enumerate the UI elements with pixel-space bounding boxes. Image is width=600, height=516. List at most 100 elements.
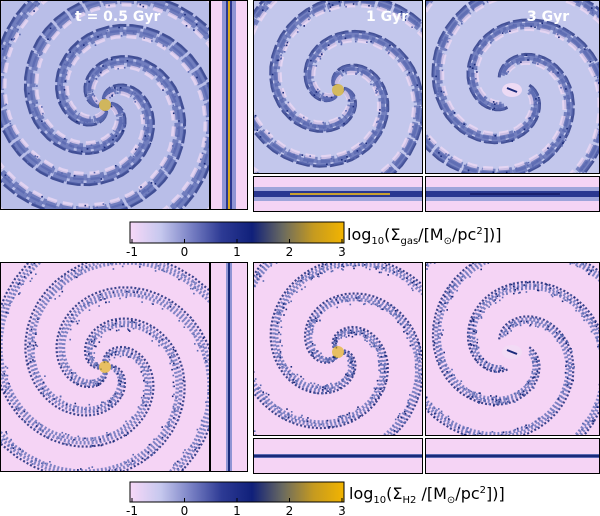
density-speckle [323,10,326,12]
density-speckle [41,429,44,432]
density-speckle [301,288,303,291]
density-speckle [307,273,310,275]
density-speckle [111,352,113,354]
density-speckle [374,388,377,390]
density-speckle [311,277,313,279]
density-speckle [266,8,269,10]
central-bar [506,349,518,355]
density-speckle [288,378,290,380]
density-speckle [497,107,500,109]
density-speckle [314,392,317,394]
density-speckle [193,333,195,336]
density-speckle [472,324,475,327]
density-speckle [519,324,522,327]
density-speckle [121,225,123,227]
density-speckle [422,289,423,292]
density-speckle [44,122,46,125]
density-speckle [327,44,330,46]
density-speckle [546,283,548,286]
density-speckle [35,273,37,275]
density-speckle [174,148,176,150]
density-speckle [250,22,252,24]
density-speckle [115,320,117,322]
density-speckle [532,165,534,167]
density-speckle [445,365,447,367]
density-speckle [559,136,561,138]
density-speckle [470,390,473,393]
density-speckle [349,94,352,96]
density-speckle [378,302,380,304]
density-speckle [9,125,12,127]
density-speckle [98,66,100,69]
density-speckle [330,382,332,385]
density-speckle [110,105,113,108]
spiral-galaxy-faceon [0,0,210,210]
density-speckle [588,159,591,161]
density-speckle [178,390,181,392]
density-speckle [403,331,405,333]
density-speckle [558,36,560,39]
density-speckle [591,420,594,422]
density-speckle [283,257,285,259]
density-speckle [403,411,406,413]
density-speckle [336,297,338,299]
density-speckle [565,88,567,90]
density-speckle [10,450,12,453]
density-speckle [510,283,513,286]
density-speckle [491,431,494,433]
density-speckle [6,367,9,369]
density-speckle [330,96,333,99]
density-speckle [374,303,376,306]
density-speckle [127,356,130,358]
density-speckle [334,343,336,346]
density-speckle [415,23,417,26]
density-speckle [514,290,516,293]
time-label-t1: 1 Gyr [366,9,408,25]
panel-frame [253,0,423,174]
density-speckle [99,293,101,296]
density-speckle [315,91,318,93]
density-speckle [515,167,518,169]
spiral-arm [466,18,600,174]
density-speckle [112,268,115,270]
density-speckle [187,71,190,73]
density-speckle [313,276,315,278]
density-speckle [553,153,555,155]
density-speckle [121,375,123,378]
density-speckle [131,320,133,322]
density-speckle [303,122,305,125]
density-speckle [120,35,123,37]
density-speckle [302,378,305,380]
density-speckle [380,356,383,358]
density-speckle [283,51,286,53]
density-speckle [399,322,402,325]
density-speckle [469,276,471,278]
density-speckle [438,322,440,324]
density-speckle [329,10,331,12]
density-speckle [3,438,6,441]
density-speckle [248,307,250,309]
density-speckle [191,244,193,246]
density-speckle [367,300,369,303]
edgeon-disk-midplane [228,0,230,210]
density-speckle [347,364,350,367]
density-speckle [531,246,533,248]
density-speckle [40,423,42,426]
density-speckle [398,315,401,318]
density-speckle [108,355,110,358]
density-speckle [398,270,400,272]
density-speckle [412,338,415,340]
density-speckle [493,396,495,399]
density-speckle [527,281,529,284]
density-speckle [177,467,179,470]
density-speckle [346,299,348,301]
density-speckle [497,217,499,219]
time-label-t05: t = 0.5 Gyr [75,9,160,25]
density-speckle [316,320,318,322]
density-speckle [327,426,330,428]
density-speckle [132,32,135,34]
density-speckle [529,117,531,119]
density-speckle [142,390,145,392]
density-speckle [167,508,169,510]
density-speckle [431,257,433,259]
